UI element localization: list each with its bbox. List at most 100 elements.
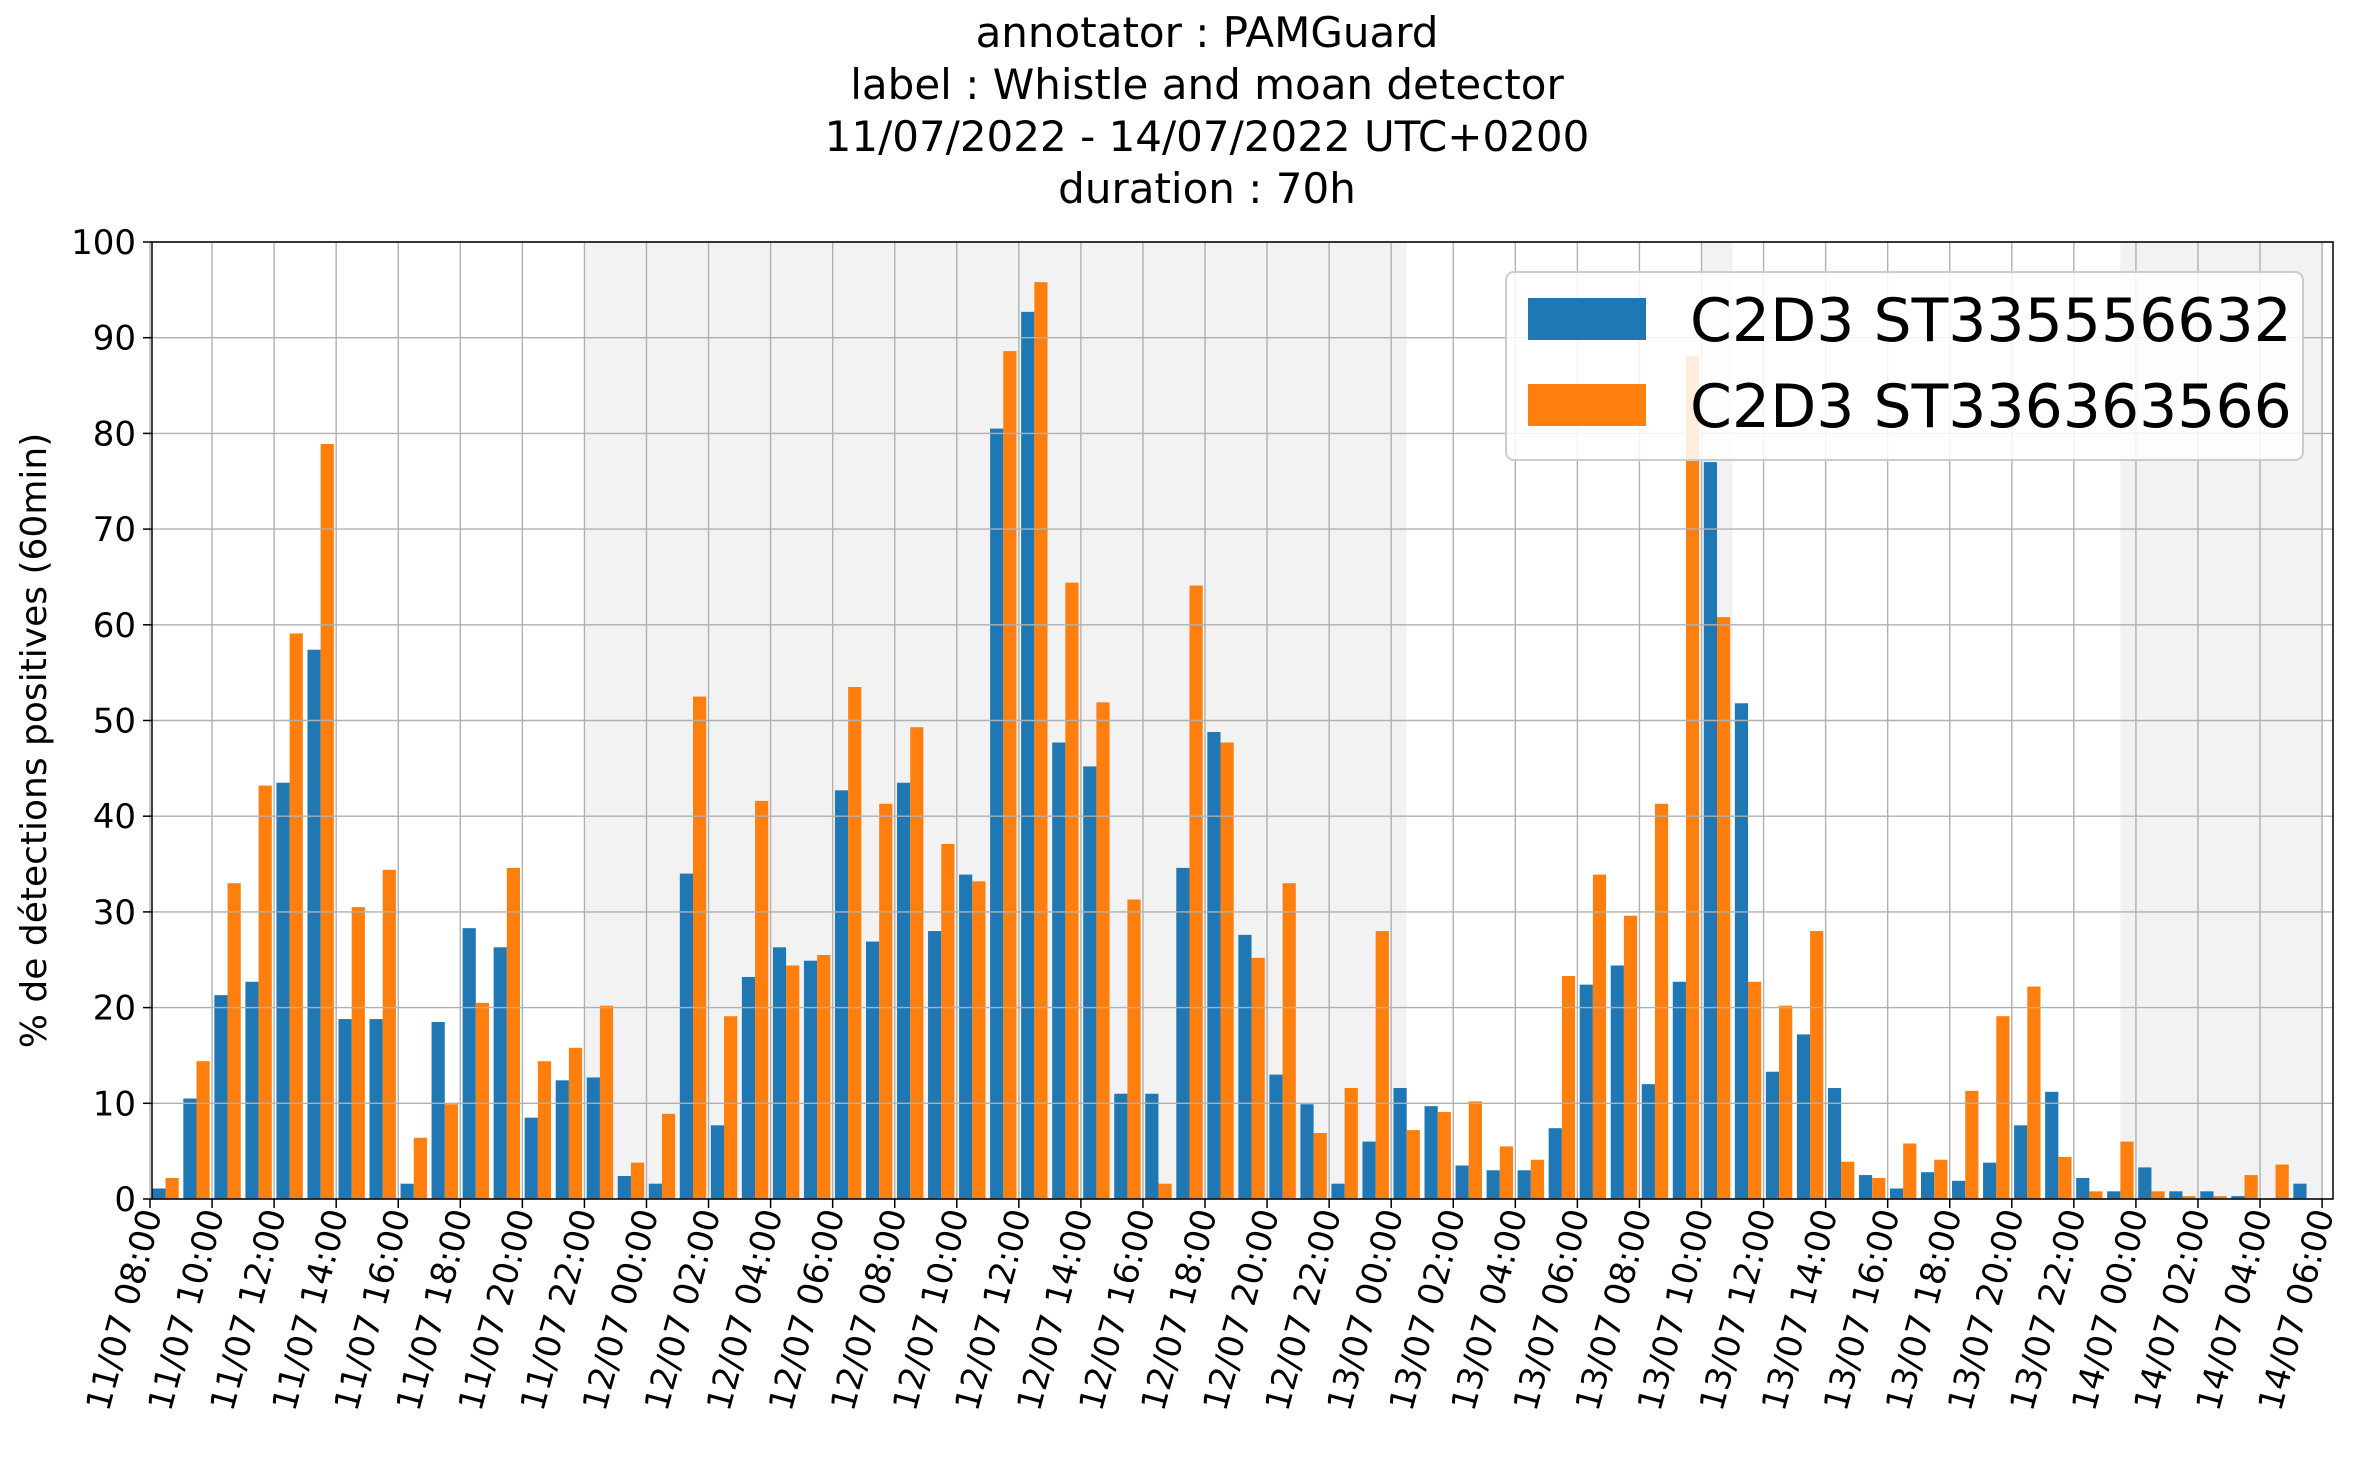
bar-series2-11: [506, 867, 521, 1199]
bar-series2-66: [2213, 1196, 2227, 1199]
y-tick-label-0: 0: [114, 1180, 136, 1220]
bar-series2-61: [2058, 1156, 2072, 1199]
bar-series1-45: [1548, 1128, 1562, 1199]
bar-series1-52: [1765, 1071, 1780, 1199]
bar-series1-20: [772, 947, 787, 1199]
title-line-annotator: annotator : PAMGuard: [976, 8, 1439, 57]
bar-series1-55: [1858, 1175, 1873, 1199]
bar-series1-64: [2138, 1167, 2152, 1199]
bar-series2-67: [2244, 1175, 2258, 1199]
bar-series2-12: [537, 1061, 552, 1199]
bar-series1-23: [865, 941, 880, 1199]
bar-series1-31: [1114, 1093, 1128, 1199]
y-axis-label: % de détections positives (60min): [14, 433, 55, 1049]
y-tick-label-40: 40: [93, 797, 136, 837]
bar-series2-29: [1065, 582, 1079, 1199]
bar-series2-25: [941, 843, 955, 1199]
legend: C2D3 ST335556632 C2D3 ST336363566: [1505, 271, 2304, 461]
bar-series1-6: [338, 1019, 352, 1199]
bar-series1-42: [1455, 1165, 1469, 1199]
bar-series1-13: [555, 1080, 569, 1199]
bar-series1-24: [897, 782, 911, 1199]
bar-series1-3: [245, 981, 259, 1199]
bar-series1-34: [1207, 731, 1221, 1199]
bar-series2-47: [1623, 915, 1638, 1199]
bar-series2-49: [1685, 355, 1700, 1199]
bar-series2-50: [1717, 617, 1731, 1199]
bar-series1-16: [648, 1183, 662, 1199]
legend-box: [1505, 271, 2304, 461]
bar-series1-27: [990, 428, 1004, 1199]
bar-series2-38: [1344, 1087, 1358, 1199]
bar-series2-41: [1437, 1111, 1451, 1199]
bar-series1-8: [400, 1183, 414, 1199]
bar-series2-58: [1965, 1090, 1979, 1199]
bar-series2-51: [1748, 981, 1762, 1199]
legend-swatch-series-2: [1528, 384, 1646, 426]
bar-series2-59: [1996, 1016, 2010, 1199]
bar-series1-57: [1921, 1172, 1935, 1199]
bar-series1-1: [183, 1098, 197, 1199]
bar-series2-14: [599, 1005, 614, 1199]
bar-series1-10: [462, 928, 476, 1199]
bar-series1-18: [710, 1125, 725, 1199]
legend-label-series-2: C2D3 ST336363566: [1690, 372, 2292, 442]
bar-series2-6: [351, 907, 365, 1199]
bar-series1-40: [1393, 1087, 1407, 1199]
bar-series2-8: [413, 1137, 427, 1199]
bar-series2-31: [1127, 899, 1141, 1199]
bar-series1-28: [1021, 311, 1035, 1200]
bar-series1-29: [1052, 742, 1066, 1199]
bar-series1-60: [2014, 1125, 2028, 1199]
bar-series1-38: [1331, 1183, 1345, 1199]
bar-series2-35: [1251, 957, 1265, 1199]
bar-series2-65: [2182, 1196, 2196, 1199]
y-tick-label-100: 100: [71, 223, 136, 263]
bar-series1-30: [1083, 766, 1097, 1199]
title-line-duration: duration : 70h: [1058, 164, 1356, 213]
bar-series1-56: [1889, 1188, 1904, 1199]
bar-series1-21: [803, 960, 818, 1199]
bar-series1-4: [276, 782, 290, 1199]
bar-series2-17: [693, 696, 707, 1199]
y-tick-label-60: 60: [93, 606, 136, 646]
bar-series2-18: [724, 1016, 738, 1199]
bar-series2-57: [1934, 1159, 1948, 1199]
bar-series2-48: [1654, 803, 1669, 1199]
bar-series1-49: [1672, 981, 1686, 1199]
bar-series2-45: [1561, 976, 1576, 1199]
bar-series1-46: [1579, 984, 1593, 1199]
bar-series1-69: [2293, 1183, 2307, 1199]
bar-series1-35: [1238, 934, 1252, 1199]
bar-series2-13: [568, 1047, 583, 1199]
bar-series1-61: [2045, 1091, 2059, 1199]
bar-series1-63: [2107, 1191, 2121, 1199]
bar-series1-17: [679, 873, 694, 1199]
bars: [152, 282, 2307, 1200]
bar-series1-39: [1362, 1141, 1376, 1199]
bar-series1-22: [834, 790, 849, 1199]
bar-series1-15: [617, 1176, 631, 1199]
title-line-dates: 11/07/2022 - 14/07/2022 UTC+0200: [825, 112, 1590, 161]
bar-series2-27: [1003, 351, 1017, 1199]
bar-series1-9: [431, 1021, 445, 1199]
y-tick-label-90: 90: [93, 319, 136, 359]
bar-series1-36: [1269, 1074, 1283, 1199]
bar-series1-48: [1641, 1084, 1655, 1199]
bar-series1-67: [2231, 1196, 2245, 1199]
y-tick-label-50: 50: [93, 702, 136, 742]
bar-series2-30: [1096, 702, 1110, 1199]
bar-series2-37: [1313, 1132, 1327, 1199]
bar-series2-10: [475, 1002, 489, 1199]
bar-series1-65: [2169, 1191, 2183, 1199]
bar-series1-37: [1300, 1104, 1314, 1199]
bar-series1-7: [369, 1019, 383, 1199]
bar-series2-32: [1158, 1183, 1172, 1199]
bar-series2-5: [320, 443, 334, 1199]
bar-series2-26: [972, 881, 986, 1199]
bar-series1-62: [2076, 1177, 2090, 1199]
bar-series1-12: [524, 1117, 538, 1199]
bar-series2-0: [165, 1177, 179, 1199]
bar-series2-20: [786, 965, 800, 1199]
